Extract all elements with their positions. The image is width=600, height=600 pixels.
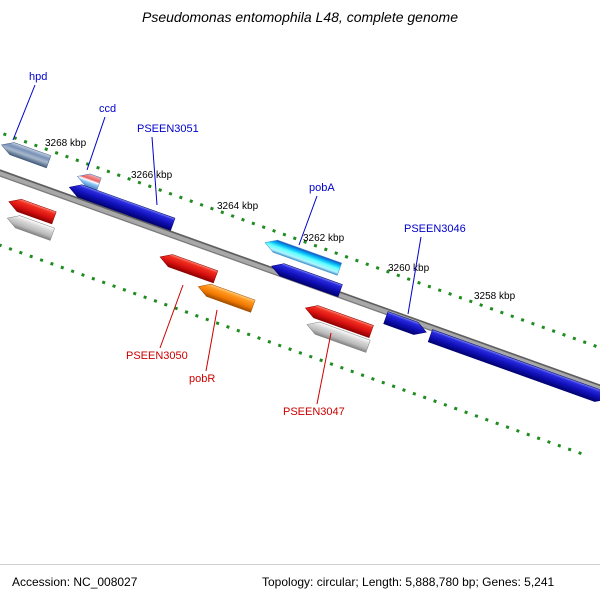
gene-PSEEN3051[interactable]	[67, 181, 176, 231]
accession-text: Accession: NC_008027	[12, 575, 138, 589]
leader-line-PSEEN3047	[316, 332, 332, 405]
gene-label-pobA[interactable]: pobA	[309, 182, 335, 194]
gene-ccd[interactable]	[75, 170, 102, 191]
ruler-label: 3258 kbp	[474, 291, 516, 302]
leader-line-PSEEN3046	[407, 236, 422, 315]
gene-PSEEN3046[interactable]	[383, 311, 429, 339]
genome-summary-text: Topology: circular; Length: 5,888,780 bp…	[262, 575, 555, 589]
ruler-label: 3264 kbp	[217, 201, 259, 212]
gene-blue-long[interactable]	[427, 329, 600, 406]
gene-label-PSEEN3050[interactable]: PSEEN3050	[126, 350, 188, 362]
ruler-label: 3266 kbp	[131, 170, 173, 181]
leader-line-ccd	[86, 116, 106, 171]
ruler-label: 3262 kbp	[303, 233, 345, 244]
page-title: Pseudomonas entomophila L48, complete ge…	[142, 9, 458, 25]
gene-pobA[interactable]	[263, 236, 342, 276]
gene-blue-mid[interactable]	[269, 260, 343, 298]
gene-hpd[interactable]	[0, 139, 52, 169]
gene-gray-right[interactable]	[305, 318, 371, 353]
leader-line-PSEEN3050	[159, 284, 184, 349]
gene-gray-left[interactable]	[5, 212, 55, 241]
gene-label-PSEEN3047[interactable]: PSEEN3047	[283, 406, 345, 418]
gene-label-PSEEN3051[interactable]: PSEEN3051	[137, 123, 199, 135]
gene-label-pobR[interactable]: pobR	[189, 373, 215, 385]
ruler-ticks	[0, 232, 590, 458]
leader-line-hpd	[12, 84, 36, 141]
gene-red-left[interactable]	[7, 196, 57, 225]
gene-label-hpd[interactable]: hpd	[29, 71, 47, 83]
leader-line-pobA	[298, 195, 318, 246]
genome-track	[0, 132, 600, 458]
leader-line-pobR	[205, 309, 218, 372]
gene-PSEEN3050[interactable]	[158, 251, 219, 284]
ruler-label: 3260 kbp	[388, 263, 430, 274]
gene-label-ccd[interactable]: ccd	[99, 103, 116, 115]
ruler-label: 3268 kbp	[45, 138, 87, 149]
gene-PSEEN3047[interactable]	[303, 302, 374, 339]
leader-line-PSEEN3051	[151, 136, 158, 206]
gene-label-PSEEN3046[interactable]: PSEEN3046	[404, 223, 466, 235]
ruler-ticks	[2, 132, 600, 358]
status-bar: Accession: NC_008027 Topology: circular;…	[0, 564, 600, 600]
gene-pobR[interactable]	[196, 280, 256, 313]
